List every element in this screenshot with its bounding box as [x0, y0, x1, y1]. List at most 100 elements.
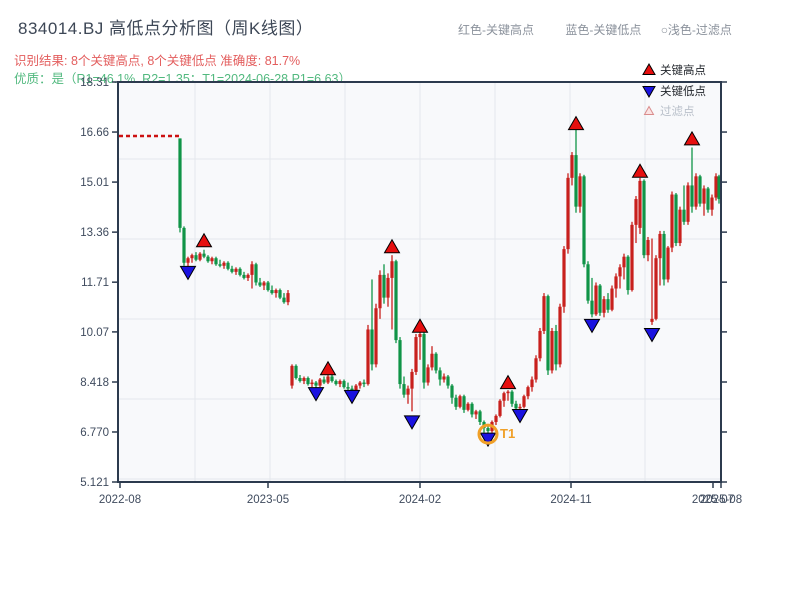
- candle-body: [590, 300, 594, 315]
- key-high-marker: [499, 374, 517, 390]
- candle-body: [370, 329, 374, 365]
- page-title: 834014.BJ 高低点分析图（周K线图）: [18, 19, 314, 38]
- candle-body: [226, 262, 230, 269]
- candle-body: [622, 256, 626, 268]
- candle-body: [294, 365, 298, 379]
- candle-body: [626, 256, 630, 291]
- candle-body: [362, 382, 366, 385]
- key-high-marker: [631, 163, 649, 178]
- candle-body: [238, 268, 242, 275]
- t1-circle-marker: [477, 423, 499, 445]
- candle-body: [694, 176, 698, 207]
- candle-body: [266, 282, 270, 291]
- candle-body: [666, 247, 670, 280]
- y-axis-label: 18.31: [80, 77, 109, 89]
- candle-body: [458, 396, 462, 407]
- candle-body: [618, 267, 622, 277]
- candle-body: [214, 258, 218, 265]
- candle-body: [717, 176, 721, 200]
- candle-body: [278, 290, 282, 298]
- x-axis-label: 2025-07: [692, 494, 734, 506]
- candle-body: [270, 290, 274, 294]
- y-axis-label: 15.01: [80, 177, 109, 189]
- candle-body: [250, 264, 254, 275]
- y-axis-label: 13.36: [80, 227, 109, 239]
- hint-red-key-high: 红色-关键高点: [458, 23, 534, 37]
- candle-body: [698, 176, 702, 204]
- candle-body: [566, 177, 570, 250]
- y-axis-label: 10.07: [80, 327, 109, 339]
- candle-body: [394, 261, 398, 341]
- candle-body: [298, 378, 302, 382]
- candle-body: [194, 255, 198, 260]
- candle-body: [578, 176, 582, 207]
- key-high-marker: [567, 115, 585, 131]
- candle-body: [702, 188, 706, 204]
- candle-body: [410, 371, 414, 389]
- candle-body: [310, 382, 314, 385]
- candle-body: [494, 415, 498, 422]
- candle-body: [342, 381, 346, 388]
- candle-body: [258, 282, 262, 286]
- candle-body: [614, 276, 618, 289]
- candle-body: [190, 255, 194, 259]
- candle-body: [582, 176, 586, 265]
- candle-body: [434, 353, 438, 371]
- key-low-marker: [479, 432, 497, 448]
- candle-body: [706, 188, 710, 210]
- candle-body: [654, 258, 658, 319]
- candle-body: [446, 376, 450, 386]
- candle-body: [538, 330, 542, 359]
- candle-body: [398, 340, 402, 385]
- candle-body: [686, 185, 690, 222]
- candle-body: [282, 297, 286, 303]
- candle-body: [506, 391, 510, 394]
- candle-body: [534, 358, 538, 380]
- candle-body: [354, 385, 358, 391]
- candle-body: [198, 253, 202, 260]
- candle-body: [710, 197, 714, 210]
- candle-body: [462, 396, 466, 410]
- candle-body: [530, 379, 534, 388]
- candle-body: [522, 396, 526, 407]
- candle-body: [206, 256, 210, 262]
- candle-body: [334, 381, 338, 385]
- candle-body: [450, 385, 454, 398]
- candle-body: [658, 233, 662, 259]
- candle-body: [470, 403, 474, 415]
- candle-body: [558, 306, 562, 365]
- key-high-marker: [195, 232, 213, 248]
- candle-body: [366, 329, 370, 385]
- candle-body: [314, 382, 318, 386]
- key-low-marker: [643, 328, 661, 343]
- candle-body: [478, 411, 482, 422]
- y-axis-label: 6.770: [80, 427, 109, 439]
- candle-body: [510, 391, 514, 404]
- candle-body: [606, 299, 610, 310]
- candle-body: [602, 299, 606, 313]
- candle-body: [242, 274, 246, 278]
- key-low-marker: [343, 389, 361, 405]
- legend-item-label: 关键低点: [660, 84, 706, 98]
- key-low-marker: [511, 409, 529, 424]
- hint-light-filtered: ○浅色-过滤点: [660, 23, 732, 37]
- candle-body: [202, 253, 206, 257]
- candle-body: [222, 262, 226, 266]
- legend-key-high-icon: [642, 62, 656, 75]
- candle-body: [262, 282, 266, 286]
- candle-body: [586, 264, 590, 301]
- candle-body: [330, 376, 334, 382]
- candle-body: [630, 224, 634, 291]
- key-high-marker: [411, 318, 429, 333]
- legend-item-label: 过滤点: [660, 105, 695, 118]
- key-high-marker: [683, 130, 701, 146]
- y-axis-label: 5.121: [80, 477, 109, 489]
- key-high-marker: [319, 360, 337, 376]
- candle-body: [322, 379, 326, 383]
- candle-body: [182, 227, 186, 263]
- candle-body: [234, 268, 238, 272]
- candle-body: [326, 376, 330, 383]
- candle-body: [402, 384, 406, 395]
- candle-body: [430, 353, 434, 368]
